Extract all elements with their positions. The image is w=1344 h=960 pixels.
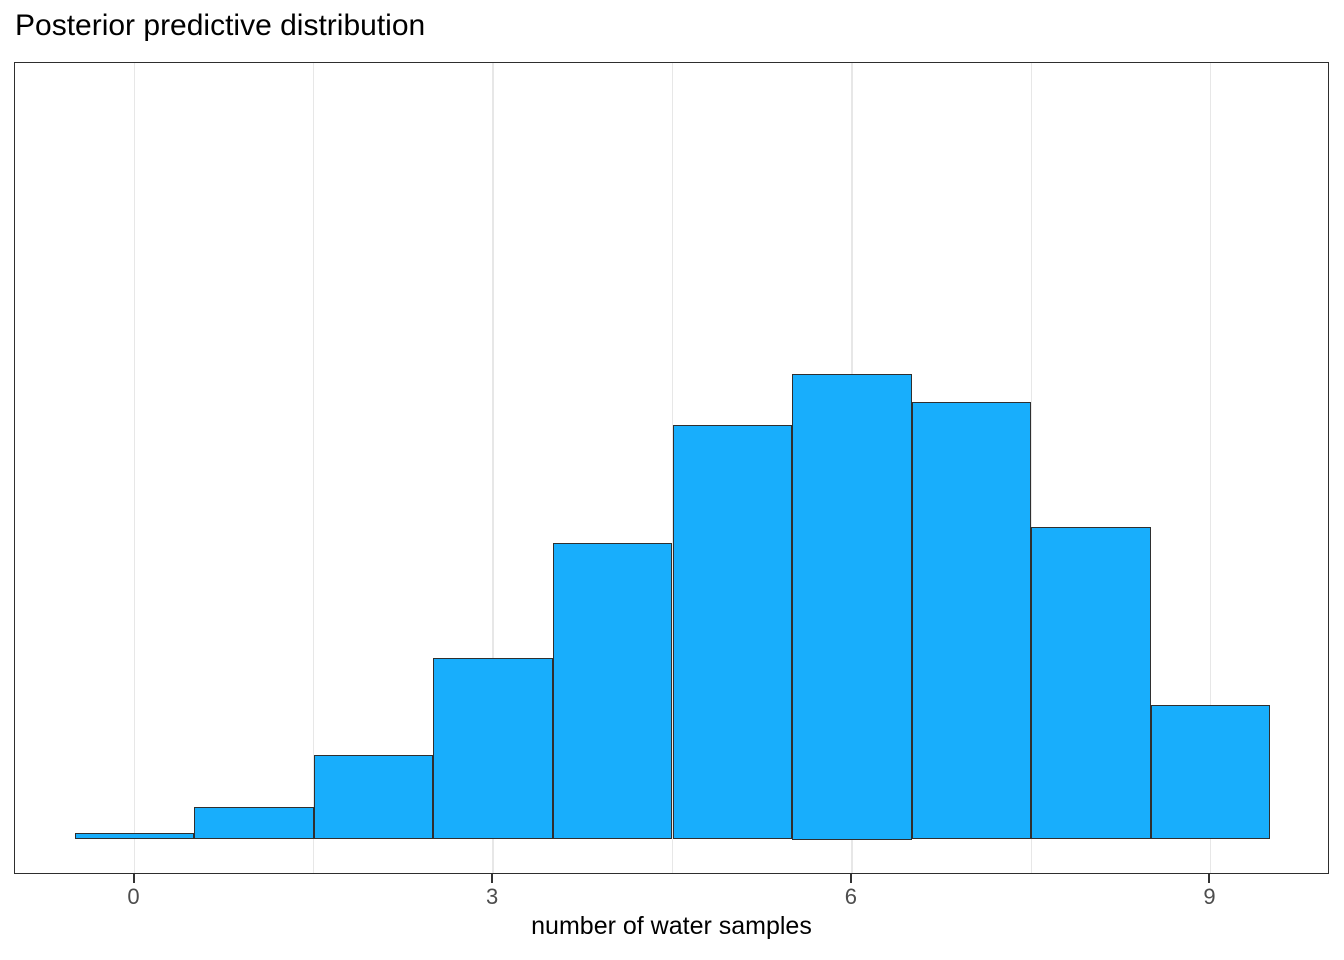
minor-gridline <box>313 63 315 873</box>
minor-gridline <box>1030 63 1032 873</box>
x-axis-tick-label: 6 <box>844 884 857 909</box>
chart-title: Posterior predictive distribution <box>15 9 426 42</box>
histogram-bar <box>194 806 314 840</box>
x-axis-tick-label: 3 <box>486 884 499 909</box>
x-axis-tick <box>491 874 494 883</box>
major-gridline <box>1209 63 1212 873</box>
x-axis-tick <box>849 874 852 883</box>
major-gridline <box>492 63 494 873</box>
histogram-bar <box>552 542 673 840</box>
minor-gridline <box>671 63 674 873</box>
x-axis-tick-label: 0 <box>127 884 140 909</box>
bars-layer <box>15 63 1328 873</box>
histogram-bar <box>911 401 1032 840</box>
x-axis-tick <box>1208 874 1211 883</box>
major-gridline <box>133 63 136 873</box>
histogram-bar <box>74 832 195 840</box>
histogram-bar <box>433 657 553 840</box>
plot-panel <box>14 62 1329 874</box>
histogram-bar <box>792 374 912 840</box>
histogram-bar <box>1150 704 1271 840</box>
histogram-bar <box>672 425 793 840</box>
x-axis-tick-label: 9 <box>1203 884 1216 909</box>
histogram-bar <box>313 754 434 840</box>
x-axis-title: number of water samples <box>531 912 812 940</box>
x-axis-tick <box>132 874 135 883</box>
histogram-bar <box>1031 527 1151 840</box>
